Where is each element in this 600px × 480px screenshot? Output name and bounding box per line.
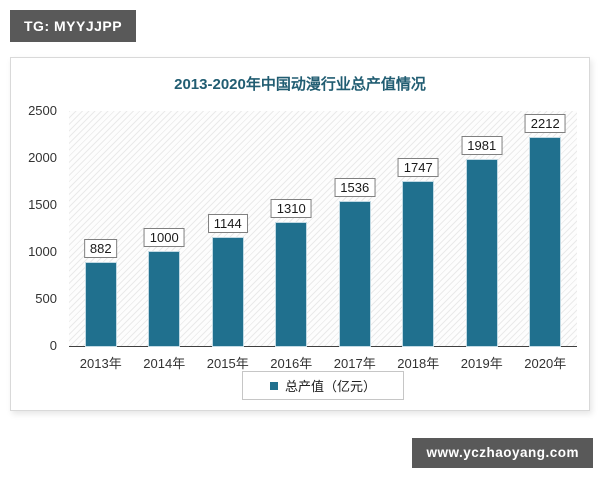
legend-label: 总产值（亿元） xyxy=(284,379,376,394)
bar-value-label: 1310 xyxy=(270,199,312,218)
watermark-bottom-badge: www.yczhaoyang.com xyxy=(412,438,593,468)
x-axis-label: 2018年 xyxy=(397,356,440,371)
legend-box: 总产值（亿元） xyxy=(241,371,404,400)
x-axis-label: 2014年 xyxy=(143,356,186,371)
watermark-top-badge: TG: MYYJJPP xyxy=(10,10,137,42)
x-axis-label: 2013年 xyxy=(79,356,122,371)
chart-title: 2013-2020年中国动漫行业总产值情况 xyxy=(174,76,426,93)
bar xyxy=(212,238,243,346)
legend-swatch-icon xyxy=(269,381,278,390)
bar-value-label: 1747 xyxy=(397,158,439,177)
bar xyxy=(276,223,307,346)
y-axis-tick-label: 2000 xyxy=(28,150,57,165)
bar-value-label: 1536 xyxy=(334,178,376,197)
bar xyxy=(85,263,116,346)
chart-card: 2013-2020年中国动漫行业总产值情况 882 1000 1144 1310 153… xyxy=(10,57,590,411)
bar xyxy=(530,138,561,346)
x-axis-label: 2019年 xyxy=(460,356,503,371)
bar-value-label: 1144 xyxy=(207,214,248,233)
bar xyxy=(466,160,497,346)
y-axis-tick-label: 0 xyxy=(49,338,57,353)
y-axis-tick-label: 1500 xyxy=(28,197,57,212)
bar xyxy=(149,252,180,346)
legend: 总产值（亿元） xyxy=(69,371,577,400)
plot-area: 882 1000 1144 1310 1536 1747 1981 2212 xyxy=(69,111,577,347)
y-axis-tick-label: 500 xyxy=(35,291,57,306)
bar-value-label: 1000 xyxy=(143,228,185,247)
bar xyxy=(403,182,434,346)
x-axis-label: 2020年 xyxy=(524,356,567,371)
bar-value-label: 2212 xyxy=(524,114,566,133)
y-axis-tick-label: 1000 xyxy=(28,244,57,259)
x-axis-label: 2016年 xyxy=(270,356,313,371)
bar xyxy=(339,202,370,346)
bar-value-label: 1981 xyxy=(461,136,503,155)
bar-value-label: 882 xyxy=(83,239,118,258)
x-axis-label: 2015年 xyxy=(206,356,249,371)
y-axis-tick-label: 2500 xyxy=(28,103,57,118)
x-axis-label: 2017年 xyxy=(333,356,376,371)
